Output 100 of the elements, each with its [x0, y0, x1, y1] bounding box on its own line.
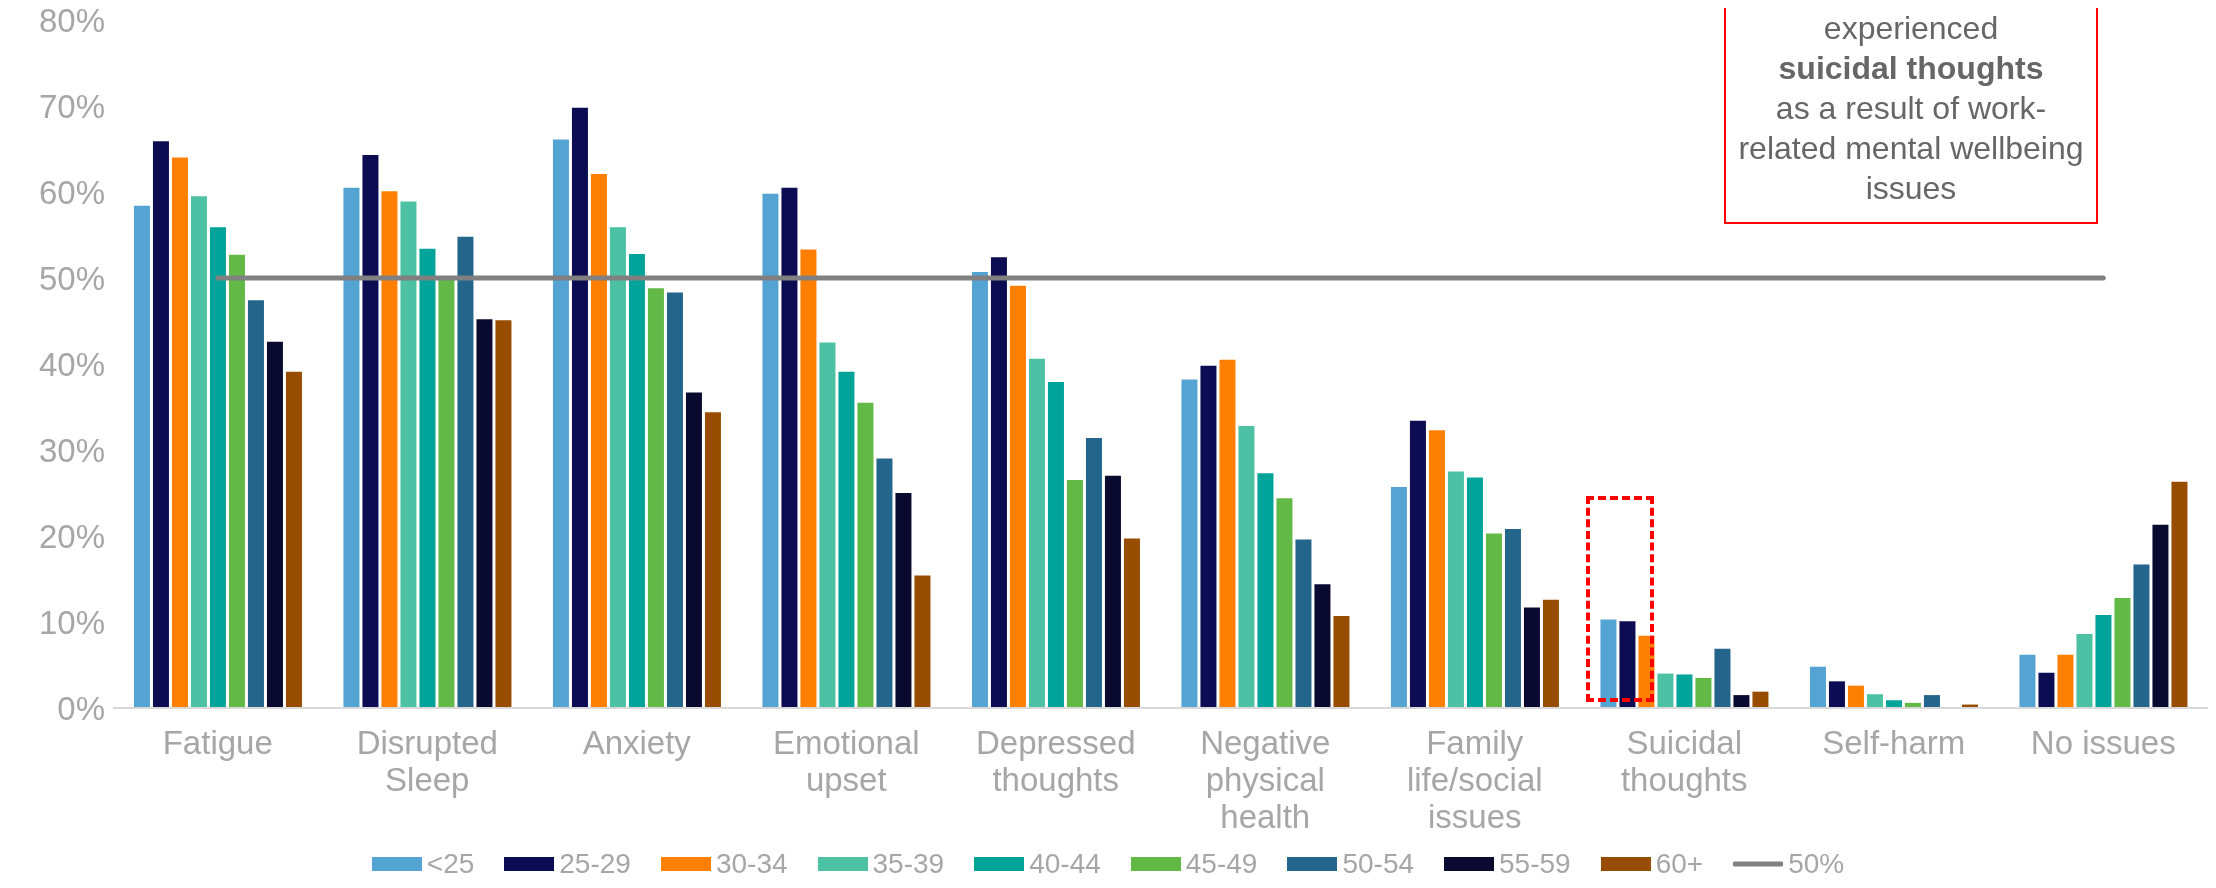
bar	[1600, 619, 1617, 708]
legend-label: 55-59	[1499, 848, 1571, 880]
legend-label: 45-49	[1185, 848, 1258, 880]
bar	[1295, 539, 1312, 708]
bar	[381, 191, 398, 708]
bar	[2171, 481, 2188, 708]
bar	[1866, 694, 1883, 708]
bar	[495, 320, 512, 708]
legend-label: 25-29	[559, 848, 631, 880]
bar	[552, 139, 569, 708]
bar	[1733, 695, 1750, 708]
x-tick-label: Anxiety	[582, 724, 692, 761]
annotation: suicidal thoughts	[1777, 49, 2045, 88]
bar	[914, 575, 931, 708]
bar	[1123, 538, 1140, 708]
legend-label: 35-39	[872, 848, 945, 880]
bar	[1714, 648, 1731, 708]
bar	[1409, 420, 1426, 708]
bar	[762, 193, 779, 708]
bar	[990, 257, 1007, 708]
y-tick-label: 50%	[38, 259, 105, 297]
legend-label: 50-54	[1342, 848, 1415, 880]
y-tick-label: 30%	[38, 431, 105, 469]
bar	[400, 201, 417, 708]
bar	[1219, 359, 1236, 708]
bar	[343, 187, 360, 708]
bar	[419, 248, 436, 708]
bar	[1276, 498, 1293, 708]
annotation: experienced	[1822, 9, 2000, 48]
bar	[876, 458, 893, 708]
bar	[1009, 285, 1026, 708]
bar	[857, 402, 874, 708]
legend-label: 60+	[1655, 848, 1704, 880]
bar	[1333, 615, 1350, 708]
bar	[895, 493, 912, 708]
bar	[438, 278, 455, 708]
bar	[1542, 599, 1559, 708]
bar	[800, 249, 817, 708]
bar	[2019, 654, 2036, 708]
x-tick-label: Disrupted Sleep	[356, 724, 498, 798]
x-tick-label: Fatigue	[162, 724, 273, 761]
bar	[457, 236, 474, 708]
bar	[1485, 533, 1502, 708]
bar	[609, 227, 626, 708]
bar	[2076, 634, 2093, 708]
bar	[666, 292, 683, 708]
y-tick-label: 80%	[38, 1, 105, 39]
bar	[1657, 673, 1674, 708]
bar	[2057, 654, 2074, 708]
bar	[1676, 674, 1693, 708]
y-tick-label: 0%	[57, 689, 105, 727]
bar	[1314, 584, 1331, 708]
x-tick-label: Family life/social issues	[1406, 724, 1543, 835]
annotation: as a result of work-related mental wellbeing issues	[1737, 89, 2085, 208]
y-tick-label: 10%	[38, 603, 105, 641]
bar	[2038, 672, 2055, 708]
x-tick-label: Depressed thoughts	[975, 724, 1136, 798]
bar	[1028, 358, 1045, 708]
bar	[1752, 691, 1769, 708]
bar	[1809, 666, 1826, 708]
bar	[1428, 430, 1445, 708]
bar	[285, 371, 302, 708]
x-tick-label: Emotional upset	[772, 724, 920, 798]
bar	[571, 107, 588, 708]
bar	[685, 392, 702, 708]
y-tick-label: 40%	[38, 345, 105, 383]
bar	[190, 196, 207, 708]
bar	[1047, 382, 1064, 708]
y-tick-label: 70%	[38, 87, 105, 125]
bar	[1066, 480, 1083, 708]
bar	[1695, 677, 1712, 708]
legend-label: 40-44	[1029, 848, 1101, 880]
legend-label: 50%	[1788, 848, 1845, 880]
bar	[247, 300, 264, 708]
bar	[1523, 607, 1540, 708]
bar	[1085, 437, 1102, 708]
bar	[838, 371, 855, 708]
bar	[1828, 681, 1845, 708]
bar	[1619, 621, 1636, 708]
bar	[228, 254, 245, 708]
x-tick-label: Suicidal thoughts	[1620, 724, 1748, 798]
bar	[1181, 379, 1198, 708]
bar	[362, 155, 379, 708]
bar	[2152, 524, 2169, 708]
bar	[2114, 597, 2131, 708]
bar	[704, 412, 721, 708]
y-tick-label: 20%	[38, 517, 105, 555]
bar	[1200, 365, 1217, 708]
bar	[152, 141, 169, 708]
legend-label: <25	[426, 848, 475, 880]
bar	[1923, 695, 1940, 708]
x-tick-label: Negative physical health	[1200, 724, 1331, 835]
bar	[1504, 529, 1521, 708]
note-box: experienced suicidal thoughts as a result of work-related mental wellbeing issues	[1724, 8, 2098, 224]
bar	[1390, 486, 1407, 708]
x-tick-label: Self-harm	[1822, 724, 1966, 761]
bar	[628, 253, 645, 708]
bar	[590, 173, 607, 708]
bar	[1885, 700, 1902, 708]
bar	[1447, 471, 1464, 708]
